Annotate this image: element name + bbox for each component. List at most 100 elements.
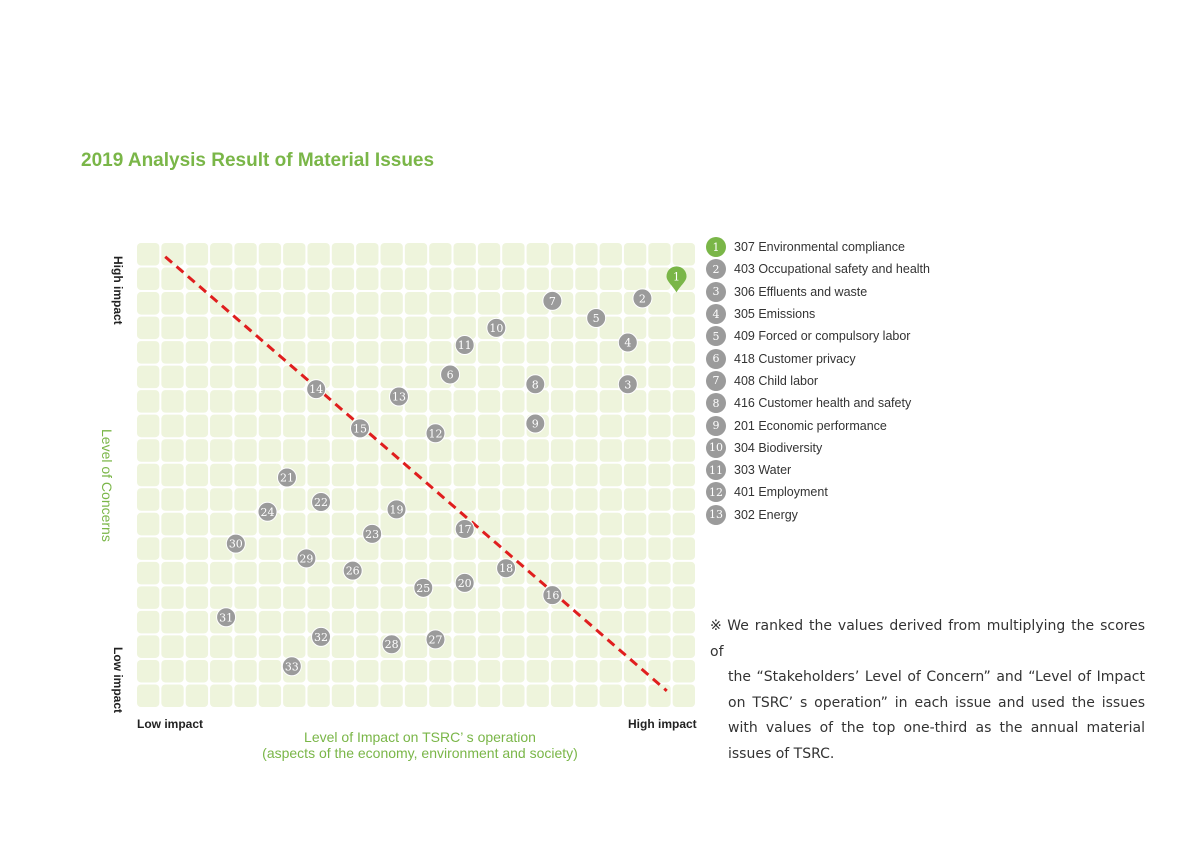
grid-cell [672,439,695,462]
point-marker [525,413,546,434]
grid-cell [380,537,403,560]
point-label: 9 [532,417,539,430]
grid-cell [356,390,379,413]
grid-cell [258,390,282,413]
x-high-label: High impact [628,717,697,731]
grid-cell [672,341,695,364]
grid-cell [648,635,671,658]
grid-cell [526,463,549,487]
y-axis-label: Level of Concerns [99,428,115,542]
grid-cell [161,292,184,315]
grid-cell [307,316,330,340]
grid-cell [356,610,379,634]
grid-cell [648,390,671,413]
point-label: 26 [346,565,360,578]
grid-cell [283,684,306,707]
grid-cell [234,414,257,438]
grid-cell [356,659,379,683]
grid-cell [672,537,695,560]
grid-cell [550,414,574,438]
point-marker [350,418,370,439]
point-2: 2 [632,288,653,309]
grid-cell [648,267,671,291]
grid-cell [161,414,184,438]
grid-cell [258,684,282,707]
legend-text: 418 Customer privacy [734,351,856,366]
grid-cell [429,659,452,683]
grid-cell [672,610,695,634]
grid-cell [210,365,233,389]
grid-cell [575,684,598,707]
grid-cell [380,243,403,266]
grid-cell [210,659,233,683]
grid-cell [234,439,257,462]
legend: 1 307 Environmental compliance 2 403 Occupa… [706,236,930,526]
grid-cell [404,316,428,340]
grid-cell [672,659,695,683]
grid-cell [258,414,282,438]
grid-cell [550,561,574,585]
grid-cell [210,512,233,536]
legend-text: 401 Employment [734,485,828,500]
point-label: 33 [285,660,299,673]
grid-cell [648,463,671,487]
grid-cell [672,292,695,315]
legend-item: 2 403 Occupational safety and health [706,258,930,280]
grid-cell [185,316,209,340]
grid-cell [283,586,306,609]
grid-cell [307,684,330,707]
legend-text: 303 Water [734,463,792,478]
point-28: 28 [381,634,402,655]
grid-cell [526,341,549,364]
grid-cell [404,267,428,291]
point-8: 8 [525,374,546,395]
grid-cell [234,586,257,609]
point-marker [586,308,607,329]
grid-cell [331,463,355,487]
grid-cell [623,684,647,707]
grid-cell [477,390,501,413]
point-marker [342,560,363,581]
grid-cell [210,561,233,585]
grid-cell [210,390,233,413]
grid-cell [331,635,355,658]
grid-cell [453,390,476,413]
grid-cell [502,316,525,340]
legend-item: 12 401 Employment [706,481,930,503]
point-label: 29 [299,552,313,565]
grid-cell [575,267,598,291]
point-marker [486,317,507,338]
grid-cell [550,537,574,560]
point-label: 24 [260,506,274,519]
point-marker [362,523,383,544]
grid-cell [550,512,574,536]
grid-cell [502,390,525,413]
grid-cell [502,341,525,364]
grid-cell [161,243,184,266]
grid-cell [185,659,209,683]
point-marker [281,656,302,677]
grid-cell [283,488,306,511]
grid-cell [453,463,476,487]
grid-cell [234,512,257,536]
grid-cell [672,414,695,438]
grid-cell [575,561,598,585]
grid-cell [599,390,622,413]
point-22: 22 [311,491,332,512]
grid-cell [404,684,428,707]
grid-cell [429,243,452,266]
grid-cell [258,243,282,266]
grid-cell [672,390,695,413]
grid-cell [331,659,355,683]
point-label: 10 [489,322,503,335]
grid-cell [404,341,428,364]
legend-number-badge: 8 [706,393,726,414]
point-19: 19 [386,499,407,520]
grid-cell [599,659,622,683]
grid-cell [502,463,525,487]
point-16: 16 [542,585,563,606]
grid-cell [429,292,452,315]
grid-cell [185,439,209,462]
point-marker [216,607,237,628]
x-axis-label: Level of Impact on TSRC’ s operation (as… [230,729,610,761]
